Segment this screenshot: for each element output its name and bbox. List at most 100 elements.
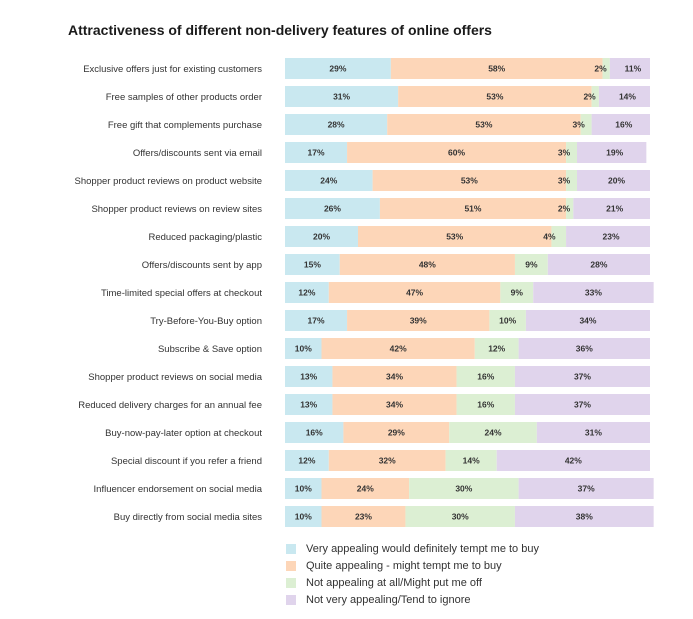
- bar-segment: [285, 58, 391, 79]
- legend-swatch: [286, 594, 296, 605]
- bars: [285, 58, 654, 527]
- value-label: 51%: [464, 204, 481, 214]
- value-label: 16%: [477, 400, 494, 410]
- value-label: 42%: [565, 456, 582, 466]
- bar-segment: [285, 142, 348, 163]
- bar-segment: [390, 58, 603, 79]
- bar-segment: [339, 254, 515, 275]
- legend-item: Quite appealing - might tempt me to buy: [286, 557, 539, 574]
- category-label: Buy directly from social media sites: [114, 512, 263, 523]
- legend-swatch: [286, 543, 296, 554]
- value-label: 39%: [410, 316, 427, 326]
- category-labels: Exclusive offers just for existing custo…: [75, 64, 263, 523]
- bar-segment: [285, 310, 348, 331]
- value-label: 10%: [295, 512, 312, 522]
- value-label: 17%: [308, 148, 325, 158]
- value-label: 15%: [304, 260, 321, 270]
- bar-segment: [285, 282, 329, 303]
- bar-segment: [456, 366, 515, 387]
- value-label: 34%: [579, 316, 596, 326]
- value-label: 47%: [406, 288, 423, 298]
- legend-item: Not appealing at all/Might put me off: [286, 574, 539, 591]
- bar-segment: [602, 58, 610, 79]
- value-label: 31%: [333, 92, 350, 102]
- value-label: 13%: [300, 400, 317, 410]
- bar-segment: [609, 58, 650, 79]
- value-label: 9%: [525, 260, 538, 270]
- legend-item: Very appealing would definitely tempt me…: [286, 540, 539, 557]
- bar-segment: [285, 478, 322, 499]
- bar-segment: [358, 226, 552, 247]
- category-label: Reduced packaging/plastic: [148, 232, 262, 243]
- value-label: 48%: [419, 260, 436, 270]
- bar-segment: [456, 394, 515, 415]
- value-label: 24%: [320, 176, 337, 186]
- legend-label: Quite appealing - might tempt me to buy: [306, 559, 502, 572]
- bar-segment: [328, 282, 501, 303]
- bar-segment: [514, 254, 548, 275]
- value-label: 30%: [455, 484, 472, 494]
- legend-label: Very appealing would definitely tempt me…: [306, 542, 539, 555]
- bar-segment: [321, 338, 475, 359]
- category-label: Free gift that complements purchase: [108, 120, 262, 131]
- value-label: 10%: [295, 484, 312, 494]
- value-label: 11%: [625, 64, 642, 74]
- value-label: 28%: [590, 260, 607, 270]
- value-label: 19%: [606, 148, 623, 158]
- bar-segment: [285, 114, 388, 135]
- bar-segment: [577, 170, 650, 191]
- bar-segment: [321, 506, 406, 527]
- category-label: Subscribe & Save option: [158, 344, 262, 355]
- bar-segment: [536, 422, 650, 443]
- value-label: 12%: [298, 288, 315, 298]
- value-label: 10%: [499, 316, 516, 326]
- bar-segment: [496, 450, 650, 471]
- value-label: 14%: [463, 456, 480, 466]
- value-label: 16%: [615, 120, 632, 130]
- category-label: Exclusive offers just for existing custo…: [83, 64, 262, 75]
- value-label: 29%: [388, 428, 405, 438]
- bar-segment: [285, 170, 373, 191]
- value-label: 24%: [485, 428, 502, 438]
- value-label: 53%: [461, 176, 478, 186]
- value-label: 37%: [578, 484, 595, 494]
- bar-segment: [409, 478, 519, 499]
- bar-segment: [518, 338, 650, 359]
- bar-segment: [285, 366, 333, 387]
- value-label: 28%: [328, 120, 345, 130]
- bar-segment: [598, 86, 650, 107]
- value-label: 23%: [603, 232, 620, 242]
- value-label: 3%: [573, 120, 586, 130]
- category-label: Offers/discounts sent via email: [133, 148, 262, 159]
- legend-swatch: [286, 577, 296, 588]
- value-label: 12%: [488, 344, 505, 354]
- bar-segment: [285, 254, 340, 275]
- stacked-bar-chart: Exclusive offers just for existing custo…: [75, 58, 654, 527]
- value-label: 58%: [488, 64, 505, 74]
- value-label: 13%: [300, 372, 317, 382]
- value-label: 21%: [606, 204, 623, 214]
- bar-segment: [285, 86, 399, 107]
- value-label: 16%: [477, 372, 494, 382]
- bar-segment: [343, 422, 450, 443]
- bar-segment: [285, 422, 344, 443]
- value-label: 14%: [619, 92, 636, 102]
- bar-segment: [525, 310, 650, 331]
- value-label: 32%: [379, 456, 396, 466]
- bar-segment: [489, 310, 526, 331]
- bar-segment: [474, 338, 519, 359]
- legend-swatch: [286, 560, 296, 571]
- legend: Very appealing would definitely tempt me…: [286, 540, 539, 608]
- value-label: 20%: [313, 232, 330, 242]
- value-label: 38%: [576, 512, 593, 522]
- bar-segment: [514, 506, 654, 527]
- bar-segment: [328, 450, 446, 471]
- bar-segment: [449, 422, 537, 443]
- value-label: 4%: [543, 232, 556, 242]
- category-label: Special discount if you refer a friend: [111, 456, 262, 467]
- legend-label: Not very appealing/Tend to ignore: [306, 593, 471, 606]
- bar-segment: [547, 254, 650, 275]
- category-label: Shopper product reviews on social media: [88, 372, 262, 383]
- category-label: Shopper product reviews on review sites: [91, 204, 262, 215]
- bar-segment: [591, 86, 599, 107]
